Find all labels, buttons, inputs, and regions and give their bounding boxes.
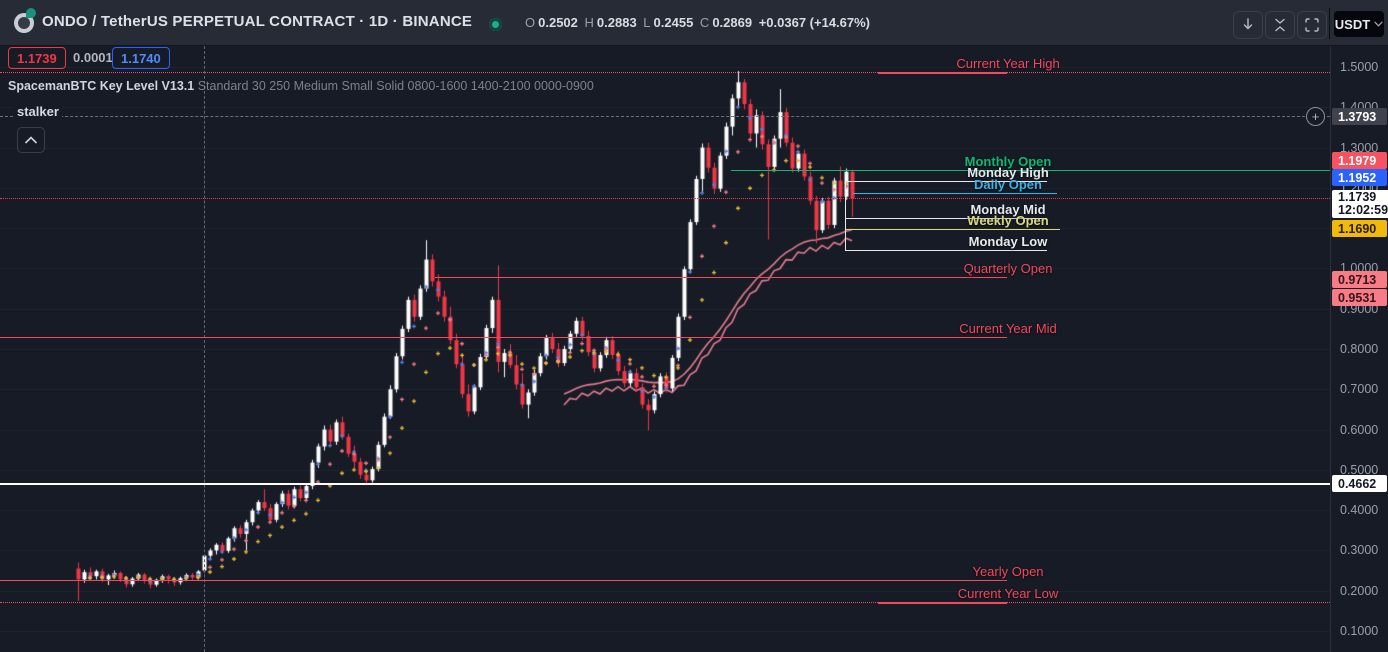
scale-tick-1.5000: 1.5000	[1340, 60, 1378, 74]
indicator-params: Standard 30 250 Medium Small Solid 0800-…	[198, 79, 594, 93]
scale-tick-0.3000: 0.3000	[1340, 543, 1378, 557]
crosshair-price-badge: 1.3793	[1332, 108, 1387, 125]
monday-low	[845, 250, 1047, 251]
open-value: 0.2502	[538, 15, 578, 30]
chevron-down-icon	[1374, 21, 1383, 27]
current-year-high	[0, 72, 1330, 73]
current-year-mid	[0, 337, 1007, 338]
slow-ema-value-badge: 1.1690	[1332, 220, 1387, 237]
ask-price-badge[interactable]: 1.1740	[112, 47, 170, 69]
collapse-icon	[1273, 18, 1287, 32]
level-label-quarterly-open: Quarterly Open	[964, 261, 1053, 276]
symbol-logo-badge-icon	[26, 8, 36, 18]
current-year-low-solid-segment	[878, 602, 1007, 604]
indicator-legend[interactable]: SpacemanBTC Key Level V13.1 Standard 30 …	[8, 79, 594, 93]
mid-ema-value-badge: 1.1979	[1332, 152, 1387, 169]
indicator-name: SpacemanBTC Key Level V13.1	[8, 79, 194, 93]
fullscreen-icon	[1305, 18, 1319, 32]
low-value: 0.2455	[654, 15, 694, 30]
market-status-dot-icon[interactable]	[489, 18, 502, 31]
scale-tick-0.2000: 0.2000	[1340, 584, 1378, 598]
stalker-drawing-label[interactable]: stalker	[14, 104, 62, 119]
low-label: L	[643, 15, 650, 30]
level-label-weekly-open: Weekly Open	[967, 213, 1048, 228]
bar-countdown: 12:02:59	[1338, 204, 1388, 217]
open-label: O	[525, 15, 535, 30]
spread-value: 0.0001	[73, 50, 113, 65]
fast-ema-value-badge: 1.1952	[1332, 169, 1387, 186]
chevron-up-icon	[25, 136, 37, 144]
close-label: C	[700, 15, 709, 30]
price-chart-canvas[interactable]	[0, 0, 1388, 652]
yearly-open	[0, 580, 1007, 581]
drawing-0-4662[interactable]	[0, 483, 1330, 485]
top-toolbar: ONDO / TetherUS PERPETUAL CONTRACT · 1D …	[0, 0, 1388, 46]
stalker-line[interactable]	[0, 116, 1330, 117]
ohlc-legend: O0.2502 H0.2883 L 0.2455 C0.2869 +0.0367 …	[525, 15, 873, 30]
current-year-low	[0, 602, 1330, 603]
monday-bracket-vertical	[845, 181, 846, 250]
scale-tick-0.6000: 0.6000	[1340, 423, 1378, 437]
scale-tick-0.8000: 0.8000	[1340, 342, 1378, 356]
high-label: H	[585, 15, 594, 30]
last-price-countdown-badge: 1.173912:02:59	[1332, 190, 1388, 218]
legend-collapse-button[interactable]	[17, 127, 45, 153]
currency-selector[interactable]: USDT	[1334, 11, 1384, 37]
level-label-current-year-low: Current Year Low	[958, 586, 1058, 601]
fullscreen-button[interactable]	[1297, 11, 1327, 39]
level-label-yearly-open: Yearly Open	[972, 564, 1043, 579]
collapse-button[interactable]	[1265, 11, 1295, 39]
level-label-daily-open: Daily Open	[974, 177, 1042, 192]
last-price-line	[0, 198, 1330, 199]
change-value: +0.0367 (+14.67%)	[759, 15, 870, 30]
download-button[interactable]	[1233, 11, 1263, 39]
daily-open	[853, 193, 1057, 194]
download-icon	[1241, 18, 1255, 32]
level-label-monday-low: Monday Low	[969, 234, 1048, 249]
toolbar-separator	[1329, 8, 1330, 39]
level-label-current-year-mid: Current Year Mid	[959, 321, 1057, 336]
price-scale[interactable]: 1.50001.40001.30001.20001.10001.00000.90…	[1330, 45, 1388, 652]
trend-ma2-value-badge: 0.9531	[1332, 289, 1387, 306]
symbol-title[interactable]: ONDO / TetherUS PERPETUAL CONTRACT · 1D …	[42, 13, 472, 30]
currency-label: USDT	[1335, 17, 1370, 32]
close-value: 0.2869	[712, 15, 752, 30]
scale-tick-0.1000: 0.1000	[1340, 624, 1378, 638]
trend-ma1-value-badge: 0.9713	[1332, 271, 1387, 288]
level-label-current-year-high: Current Year High	[956, 56, 1059, 71]
bid-price-badge[interactable]: 1.1739	[8, 47, 66, 69]
current-year-high-solid-segment	[878, 72, 1007, 74]
scale-tick-0.7000: 0.7000	[1340, 382, 1378, 396]
scale-tick-0.4000: 0.4000	[1340, 503, 1378, 517]
drawing-price-badge: 0.4662	[1332, 475, 1387, 492]
crosshair-vertical-line	[204, 46, 205, 652]
trading-chart-app: Current Year HighMonthly OpenMonday High…	[0, 0, 1388, 652]
high-value: 0.2883	[597, 15, 637, 30]
quarterly-open	[435, 277, 1007, 278]
weekly-open	[845, 229, 1060, 230]
add-alert-plus-icon[interactable]: +	[1306, 107, 1325, 126]
